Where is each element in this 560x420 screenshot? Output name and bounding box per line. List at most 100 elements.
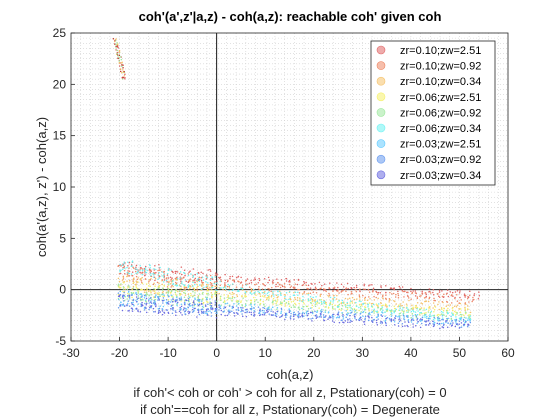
data-point [299,316,301,318]
data-point [187,293,190,295]
data-point [430,310,433,313]
data-point [272,282,274,284]
data-point [403,310,405,313]
data-point [303,280,305,283]
data-point [348,297,351,299]
data-point [178,299,181,301]
data-point [205,312,207,314]
data-point [426,320,428,322]
data-point [359,313,362,315]
data-point [158,307,161,310]
data-point [331,307,334,309]
legend-marker [376,139,386,148]
data-point [259,302,262,305]
data-point [168,281,170,284]
data-point [123,294,125,297]
data-point [119,269,121,272]
data-point [150,293,152,296]
data-point [175,288,177,291]
data-point [148,268,151,271]
data-point [215,285,218,287]
data-point [298,313,300,315]
data-point [244,280,247,282]
data-point [174,299,177,301]
data-point [242,307,244,309]
data-point [451,313,454,316]
data-point [144,265,147,268]
data-point [297,316,300,319]
data-point [459,308,462,310]
data-point [153,300,155,302]
data-point [406,305,408,307]
data-point [192,268,195,270]
data-point [202,291,204,294]
data-point [385,324,387,327]
data-point [284,314,287,317]
data-point [174,291,177,294]
data-point [187,306,189,309]
data-point [362,311,364,314]
data-point [393,288,395,291]
data-point [228,289,230,292]
data-point [214,304,216,306]
data-point [244,303,247,305]
data-point [183,307,185,309]
data-point [156,292,159,294]
data-point [162,287,164,289]
data-point [442,318,444,321]
data-point [229,297,231,299]
data-point [193,288,196,291]
data-point [135,307,138,310]
data-point [126,273,129,276]
data-point [281,284,283,286]
data-point [316,301,319,304]
data-point [183,302,186,304]
data-point [224,286,227,288]
data-point [292,294,295,296]
reference-lines [71,33,508,341]
data-point [363,284,365,287]
data-point [280,310,283,313]
data-point [277,290,279,292]
data-point [167,300,170,303]
data-point [117,306,120,309]
data-point [342,286,345,288]
data-point [288,283,291,286]
data-point [424,314,427,316]
data-point [333,296,336,299]
x-tick-label: 0 [213,346,220,360]
data-point [257,301,259,304]
data-point [458,320,461,322]
data-point [427,317,430,320]
data-point [201,276,204,279]
data-point [283,300,286,302]
data-point [117,55,119,57]
data-point [464,294,467,297]
data-point [144,302,146,305]
data-point [359,305,362,308]
data-point [218,304,220,306]
data-point [135,289,138,291]
data-point [170,290,173,292]
data-point [231,300,233,302]
data-point [121,296,124,298]
data-point [153,292,156,295]
data-point [351,308,354,310]
data-point [296,283,299,286]
data-point [285,312,288,315]
data-point [194,292,196,294]
data-point [184,310,186,313]
data-point [384,320,386,322]
data-point [194,281,196,284]
data-point [174,293,177,295]
data-point [135,299,137,302]
data-point [143,289,146,291]
data-point [219,297,222,300]
data-point [469,321,472,324]
data-point [193,279,196,281]
data-point [279,284,281,286]
data-point [131,303,134,305]
data-point [146,302,148,305]
data-point [226,302,229,305]
